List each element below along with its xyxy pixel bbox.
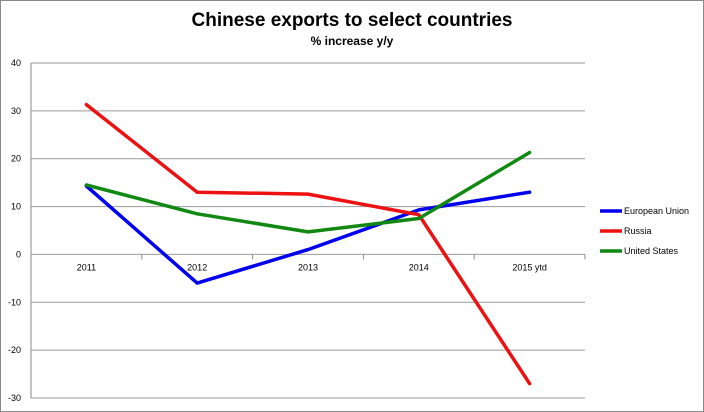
axes: 40 30 20 10 0 -10 -20 -30 2011 2012 2013 2014 2015 y… (8, 58, 586, 403)
data-point (84, 103, 88, 107)
series-lines (84, 102, 532, 386)
x-tick-label: 2015 ytd (512, 262, 547, 272)
x-tick-label: 2013 (298, 262, 318, 272)
y-tick-label: -20 (8, 345, 21, 355)
data-point (528, 382, 532, 386)
data-point (528, 150, 532, 154)
legend: European Union Russia United States (600, 206, 689, 256)
y-tick-label: 30 (11, 106, 21, 116)
y-tick-label: 40 (11, 58, 21, 68)
series-line (84, 150, 532, 234)
data-point (195, 190, 199, 194)
gridlines (31, 62, 585, 399)
x-tick-label: 2011 (77, 262, 96, 272)
y-tick-label: 0 (16, 249, 21, 259)
legend-label: Russia (624, 226, 652, 236)
x-tick-label: 2014 (409, 262, 429, 272)
legend-label: European Union (624, 206, 689, 216)
data-point (417, 208, 421, 212)
data-point (195, 281, 199, 285)
data-point (417, 213, 421, 217)
data-point (306, 248, 310, 252)
data-point (306, 230, 310, 234)
chart-title: Chinese exports to select countries (191, 10, 513, 31)
data-point (306, 192, 310, 196)
data-point (84, 183, 88, 187)
data-point (528, 190, 532, 194)
chart-subtitle: % increase y/y (310, 34, 394, 48)
x-tick-label: 2012 (187, 262, 207, 272)
data-point (417, 217, 421, 221)
y-tick-label: 10 (11, 202, 21, 212)
legend-label: United States (624, 246, 679, 256)
y-tick-label: -10 (8, 297, 21, 307)
data-point (195, 212, 199, 216)
y-tick-label: -30 (8, 393, 21, 403)
y-tick-label: 20 (11, 154, 21, 164)
